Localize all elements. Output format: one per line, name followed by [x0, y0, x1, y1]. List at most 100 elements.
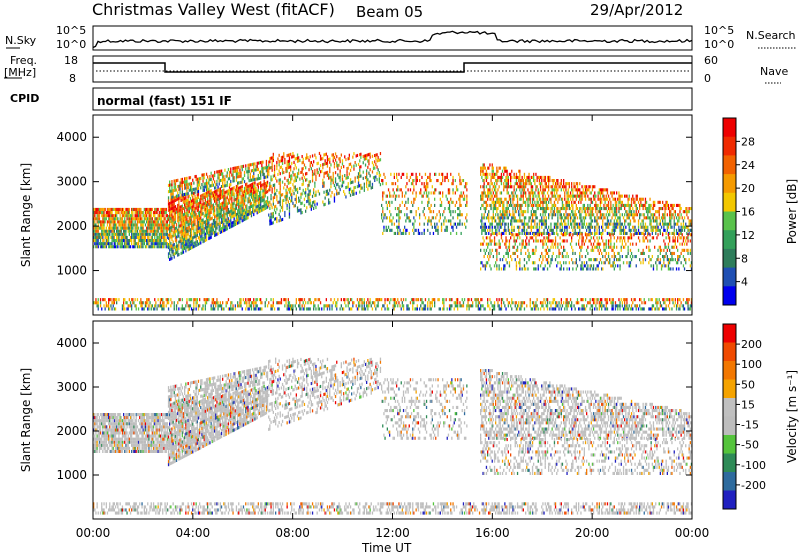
echo-cell — [454, 179, 456, 183]
echo-cell — [280, 156, 283, 160]
echo-cell — [538, 258, 541, 262]
echo-cell — [303, 163, 306, 167]
echo-cell — [239, 171, 241, 175]
echo-cell — [564, 248, 566, 252]
echo-cell — [252, 204, 254, 208]
echo-cell — [239, 211, 241, 215]
echo-cell — [116, 207, 118, 211]
echo-cell — [415, 194, 417, 198]
echo-cell — [202, 185, 204, 189]
echo-cell — [290, 304, 292, 308]
echo-cell — [172, 246, 174, 250]
echo-cell — [401, 191, 403, 195]
echo-cell — [263, 179, 265, 183]
echo-cell — [306, 172, 308, 176]
echo-cell — [125, 242, 127, 246]
echo-cell — [330, 163, 332, 167]
echo-cell — [519, 264, 521, 268]
echo-cell — [564, 207, 566, 211]
echo-cell — [133, 239, 135, 243]
echo-cell — [485, 207, 488, 211]
echo-cell — [199, 235, 201, 239]
echo-cell — [299, 301, 301, 305]
echo-cell — [175, 198, 178, 202]
echo-cell — [412, 203, 414, 207]
echo-cell — [309, 198, 311, 202]
echo-cell — [146, 214, 148, 218]
echo-cell — [531, 216, 534, 220]
echo-cell — [530, 185, 532, 189]
echo-cell — [553, 207, 556, 211]
echo-cell — [117, 235, 119, 239]
echo-cell — [190, 199, 193, 203]
echo-cell — [195, 228, 197, 232]
echo-cell — [536, 200, 538, 204]
echo-cell — [134, 298, 136, 302]
echo-cell — [212, 191, 215, 195]
echo-cell — [255, 190, 257, 194]
echo-cell — [419, 231, 421, 235]
echo-cell — [552, 307, 554, 311]
echo-cell — [463, 222, 466, 226]
echo-cell — [207, 175, 209, 179]
echo-cell — [483, 228, 485, 232]
echo-cell — [162, 211, 164, 215]
echo-cell — [241, 180, 243, 184]
echo-cell — [542, 200, 544, 204]
echo-cell — [393, 175, 395, 179]
echo-cell — [205, 191, 208, 195]
echo-cell — [112, 207, 114, 211]
echo-cell — [543, 210, 545, 214]
echo-cell — [204, 301, 206, 305]
echo-cell — [427, 203, 429, 207]
echo-cell — [556, 301, 558, 305]
echo-cell — [314, 200, 316, 204]
echo-cell — [224, 178, 226, 182]
echo-cell — [393, 191, 395, 195]
echo-cell — [205, 235, 208, 239]
echo-cell — [216, 210, 218, 214]
echo-cell — [182, 247, 185, 251]
echo-cell — [142, 239, 144, 243]
echo-cell — [210, 207, 212, 211]
echo-cell — [146, 239, 148, 243]
echo-cell — [99, 223, 102, 227]
echo-cell — [216, 179, 218, 183]
echo-cell — [180, 217, 182, 221]
echo-cell — [307, 199, 309, 203]
echo-cell — [308, 192, 310, 196]
echo-cell — [196, 199, 198, 203]
echo-cell — [144, 207, 147, 211]
echo-cell — [560, 267, 562, 271]
echo-cell — [126, 207, 128, 211]
echo-cell — [305, 194, 307, 198]
echo-cell — [527, 188, 529, 192]
echo-cell — [559, 216, 561, 220]
echo-cell — [199, 304, 201, 308]
echo-cell — [96, 304, 98, 308]
echo-cell — [406, 307, 408, 311]
echo-cell — [189, 212, 192, 216]
echo-cell — [272, 196, 274, 200]
echo-cell — [116, 298, 118, 302]
echo-cell — [128, 223, 130, 227]
echo-cell — [105, 229, 107, 233]
echo-cell — [253, 307, 255, 311]
echo-cell — [281, 202, 284, 206]
echo-cell — [551, 239, 553, 243]
echo-cell — [202, 240, 204, 244]
echo-cell — [192, 211, 194, 215]
echo-cell — [336, 164, 338, 168]
echo-cell — [500, 179, 503, 183]
echo-cell — [170, 229, 172, 233]
echo-cell — [196, 184, 198, 188]
echo-cell — [360, 183, 362, 187]
echo-cell — [542, 267, 544, 271]
echo-cell — [242, 164, 245, 168]
echo-cell — [212, 222, 215, 226]
echo-cell — [558, 197, 560, 201]
echo-cell — [523, 182, 526, 186]
echo-cell — [288, 175, 291, 179]
echo-cell — [254, 162, 256, 166]
echo-cell — [234, 213, 236, 217]
